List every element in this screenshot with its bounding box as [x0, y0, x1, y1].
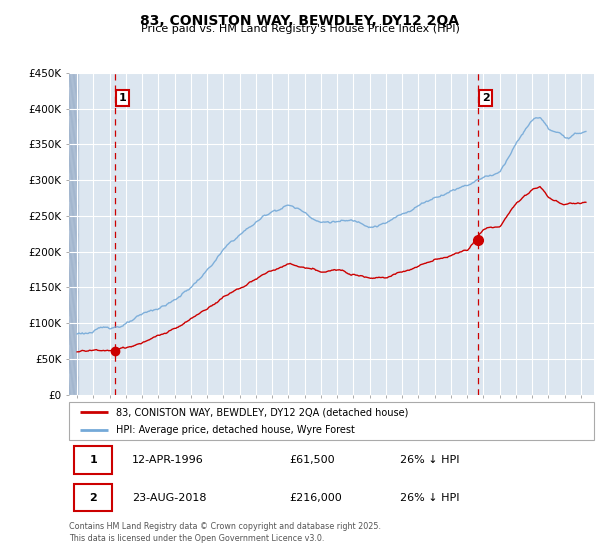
Text: Price paid vs. HM Land Registry's House Price Index (HPI): Price paid vs. HM Land Registry's House … [140, 24, 460, 34]
Text: 26% ↓ HPI: 26% ↓ HPI [400, 493, 459, 503]
Polygon shape [69, 73, 78, 395]
Text: £216,000: £216,000 [290, 493, 342, 503]
Text: 1: 1 [89, 455, 97, 465]
Text: 2: 2 [89, 493, 97, 503]
Text: 2: 2 [482, 93, 490, 103]
Text: 1: 1 [119, 93, 127, 103]
Text: £61,500: £61,500 [290, 455, 335, 465]
Text: 23-AUG-2018: 23-AUG-2018 [132, 493, 206, 503]
Text: 83, CONISTON WAY, BEWDLEY, DY12 2QA: 83, CONISTON WAY, BEWDLEY, DY12 2QA [140, 14, 460, 28]
Bar [74, 446, 112, 474]
Bar [74, 484, 112, 511]
Text: HPI: Average price, detached house, Wyre Forest: HPI: Average price, detached house, Wyre… [116, 425, 355, 435]
Text: 26% ↓ HPI: 26% ↓ HPI [400, 455, 459, 465]
Text: 12-APR-1996: 12-APR-1996 [132, 455, 204, 465]
Text: Contains HM Land Registry data © Crown copyright and database right 2025.
This d: Contains HM Land Registry data © Crown c… [69, 522, 381, 543]
Text: 83, CONISTON WAY, BEWDLEY, DY12 2QA (detached house): 83, CONISTON WAY, BEWDLEY, DY12 2QA (det… [116, 407, 409, 417]
